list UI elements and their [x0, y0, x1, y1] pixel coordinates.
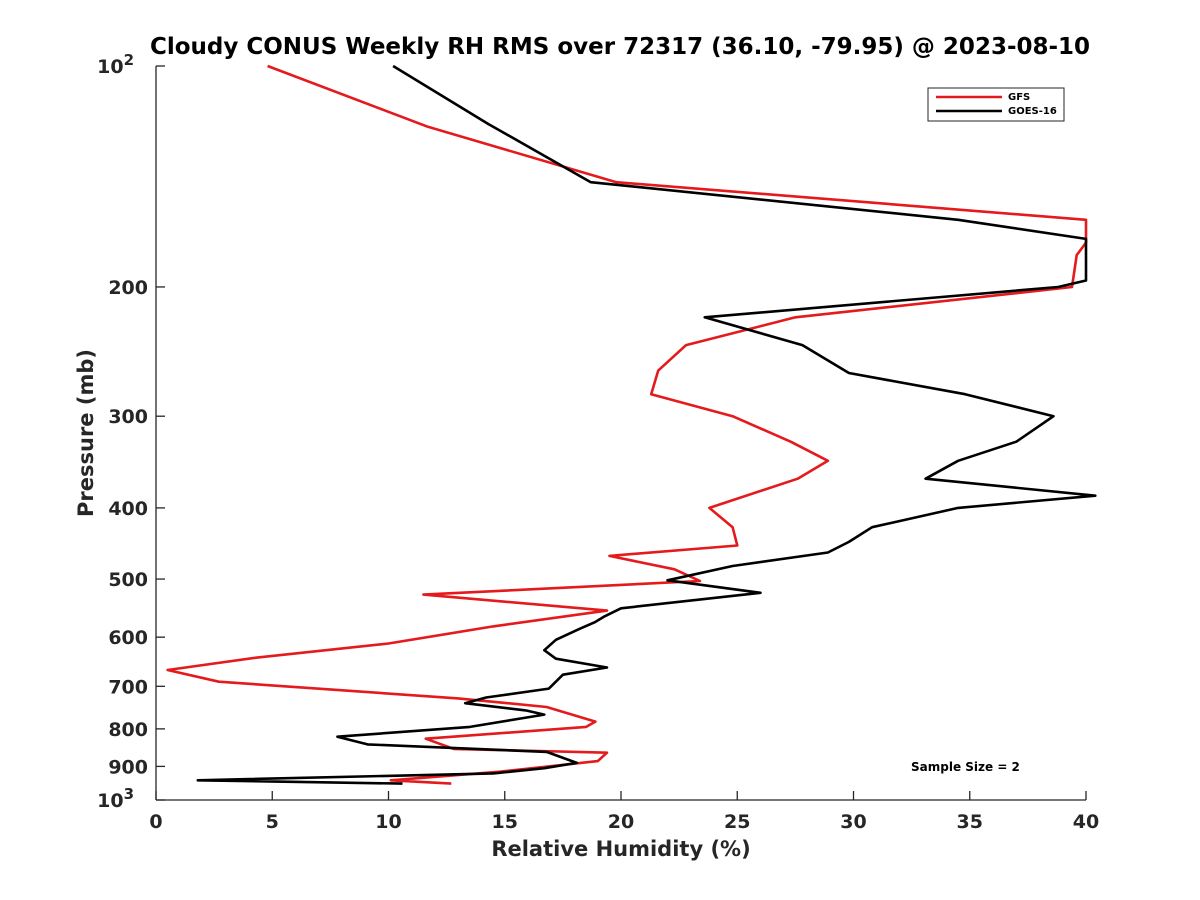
- x-tick-label: 5: [266, 811, 279, 833]
- y-tick-label: 102: [97, 51, 134, 78]
- y-tick-label: 400: [108, 498, 148, 520]
- y-tick-label: 600: [108, 627, 148, 649]
- x-tick-label: 0: [149, 811, 162, 833]
- legend-label-gfs: GFS: [1008, 92, 1030, 103]
- y-tick-label: 500: [108, 569, 148, 591]
- y-axis-title: Pressure (mb): [74, 349, 98, 517]
- legend-box: [927, 87, 1065, 122]
- legend: GFS GOES-16: [927, 87, 1065, 122]
- x-tick-label: 15: [492, 811, 518, 833]
- y-tick-label: 900: [108, 756, 148, 778]
- x-ticks: 0 5 10 15 20 25 30 35 40: [149, 791, 1099, 833]
- x-tick-label: 40: [1073, 811, 1099, 833]
- legend-label-goes16: GOES-16: [1008, 106, 1057, 117]
- series-line-goes16: [196, 64, 1097, 785]
- series-layer: [166, 64, 1097, 785]
- y-tick-label: 800: [108, 719, 148, 741]
- x-tick-label: 10: [375, 811, 401, 833]
- y-tick-label: 700: [108, 676, 148, 698]
- chart-title: Cloudy CONUS Weekly RH RMS over 72317 (3…: [150, 34, 1090, 60]
- x-tick-label: 20: [608, 811, 634, 833]
- sample-size-annotation: Sample Size = 2: [911, 760, 1020, 774]
- x-axis-title: Relative Humidity (%): [491, 837, 750, 861]
- y-tick-label: 200: [108, 277, 148, 299]
- x-tick-label: 25: [724, 811, 750, 833]
- x-tick-label: 30: [840, 811, 866, 833]
- y-tick-label: 103: [97, 785, 134, 812]
- series-line-gfs: [166, 64, 1088, 785]
- x-tick-label: 35: [957, 811, 983, 833]
- y-tick-label: 300: [108, 406, 148, 428]
- y-ticks: 102 200 300 400 500 600 700 800 900 103: [97, 51, 165, 812]
